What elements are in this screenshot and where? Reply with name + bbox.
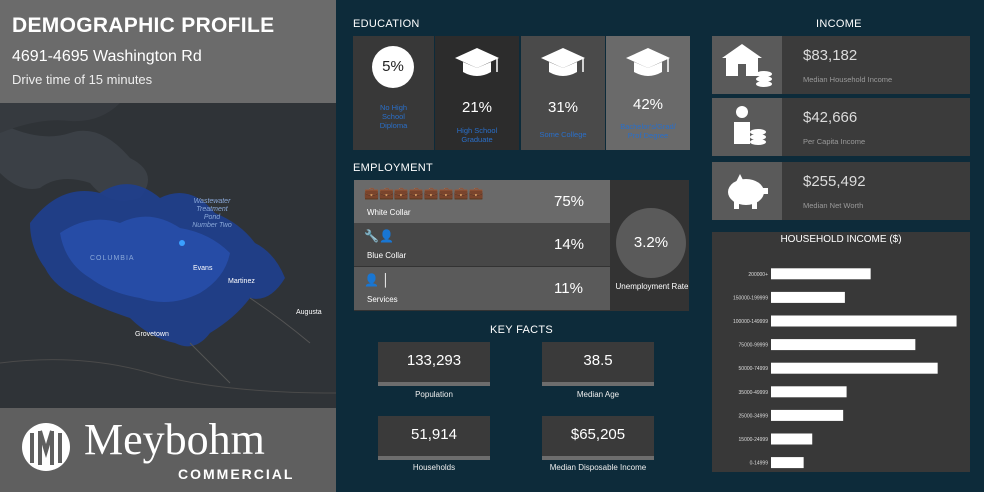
population-underline: [378, 382, 490, 386]
services-label: Services: [367, 295, 398, 304]
map-label-evans: Evans: [193, 265, 213, 272]
income-bar[interactable]: [771, 362, 938, 374]
logo-wordmark: Meybohm: [84, 415, 265, 464]
piggy-bank-icon: [712, 162, 782, 220]
median-net-worth-box: $255,492 Median Net Worth: [712, 162, 970, 220]
disposable-income-box: $65,205: [542, 416, 654, 458]
category-label: 25000-34999: [739, 413, 769, 419]
category-label: 150000-199999: [733, 295, 768, 301]
profile-header: [0, 0, 336, 103]
white-collar-label: White Collar: [367, 208, 411, 217]
population-value: 133,293: [406, 352, 462, 369]
disposable-income-underline: [542, 456, 654, 460]
category-label: 0-14999: [750, 461, 769, 467]
income-bar[interactable]: [771, 339, 916, 351]
high-school-pct: 21%: [461, 99, 493, 116]
category-label: 35000-49999: [739, 390, 769, 396]
employment-row-services: 👤 │ Services 11%: [354, 267, 610, 310]
page-title: DEMOGRAPHIC PROFILE: [12, 14, 275, 37]
income-bar[interactable]: [771, 291, 845, 303]
blue-collar-pct: 14%: [554, 236, 585, 253]
logo-area: Meybohm COMMERCIAL: [0, 408, 336, 492]
disposable-income-value: $65,205: [570, 426, 626, 443]
median-age-value: 38.5: [583, 352, 613, 369]
per-capita-income-label: Per Capita Income: [803, 137, 866, 146]
median-age-label: Median Age: [576, 390, 620, 399]
population-label: Population: [415, 390, 453, 399]
bachelors-pct: 42%: [632, 96, 664, 113]
category-label: 15000-24999: [739, 437, 769, 443]
education-item-high-school: 21% High School Graduate: [435, 36, 519, 150]
employment-title: EMPLOYMENT: [353, 162, 434, 174]
worker-icons: 🔧👤: [364, 229, 394, 243]
some-college-label: Some College: [539, 130, 587, 139]
blue-collar-label: Blue Collar: [367, 251, 407, 260]
category-label: 100000-149999: [733, 319, 768, 325]
household-income-svg: 200000+ 150000-199999 100000-149999 75000-9…: [733, 268, 960, 488]
income-title: INCOME: [816, 18, 862, 30]
service-worker-icons: 👤 │: [364, 273, 390, 287]
white-collar-pct: 75%: [554, 193, 585, 210]
person-money-icon: [712, 98, 782, 156]
graduation-cap-icon: [626, 48, 670, 76]
education-item-bachelors: 42% Bachelor's/Grad/Prof Degree: [606, 36, 690, 150]
high-school-label: High School Graduate: [456, 126, 498, 144]
category-label: 200000+: [748, 272, 768, 278]
households-underline: [378, 456, 490, 460]
graduation-cap-icon: [541, 48, 585, 76]
income-bar[interactable]: [771, 386, 847, 398]
income-bar[interactable]: [771, 268, 871, 280]
graduation-cap-icon: [455, 48, 499, 76]
map-label-martinez: Martinez: [228, 278, 255, 285]
house-money-icon: [712, 36, 782, 94]
education-item-no-diploma: 5% No High School Diploma: [353, 36, 434, 150]
map-graphic: [0, 103, 336, 394]
median-age-underline: [542, 382, 654, 386]
meybohm-logo-icon: [22, 423, 70, 471]
office-worker-icons: 💼💼💼💼💼💼💼💼: [364, 186, 484, 200]
income-bar[interactable]: [771, 409, 844, 421]
map-label-wastewater: Wastewater Treatment Pond Number Two: [192, 198, 232, 229]
category-label: 50000-74999: [739, 366, 769, 372]
median-net-worth-value: $255,492: [803, 173, 866, 190]
income-bar[interactable]: [771, 315, 957, 327]
unemployment-rate-label: Unemployment Rate: [615, 282, 689, 291]
population-box: 133,293: [378, 342, 490, 384]
address-text: 4691-4695 Washington Rd: [12, 48, 202, 65]
median-household-income-value: $83,182: [803, 47, 858, 64]
disposable-income-label: Median Disposable Income: [549, 463, 647, 472]
no-diploma-pct: 5%: [372, 46, 414, 88]
employment-row-white-collar: 💼💼💼💼💼💼💼💼 White Collar 75%: [354, 180, 610, 223]
category-label: 75000-99999: [739, 343, 769, 349]
households-box: 51,914: [378, 416, 490, 458]
education-title: EDUCATION: [353, 18, 420, 30]
median-age-box: 38.5: [542, 342, 654, 384]
map-label-columbia: COLUMBIA: [90, 255, 135, 262]
median-net-worth-label: Median Net Worth: [803, 201, 864, 210]
no-diploma-label: No High School Diploma: [379, 103, 408, 130]
employment-row-blue-collar: 🔧👤 Blue Collar 14%: [354, 223, 610, 266]
map-label-augusta: Augusta: [296, 309, 322, 316]
median-household-income-box: $83,182 Median Household Income: [712, 36, 970, 94]
household-income-chart: 200000+ 150000-199999 100000-149999 75000-9…: [712, 232, 970, 488]
drive-time-map[interactable]: Wastewater Treatment Pond Number Two COL…: [0, 103, 336, 408]
key-facts-title: KEY FACTS: [490, 324, 554, 336]
some-college-pct: 31%: [547, 99, 579, 116]
median-household-income-label: Median Household Income: [803, 75, 893, 84]
households-value: 51,914: [411, 426, 457, 443]
education-item-some-college: 31% Some College: [521, 36, 605, 150]
households-label: Households: [412, 463, 456, 472]
map-label-grovetown: Grovetown: [135, 331, 169, 338]
bachelors-label: Bachelor's/Grad/Prof Degree: [620, 122, 676, 140]
per-capita-income-value: $42,666: [803, 109, 858, 126]
logo-subtitle: COMMERCIAL: [178, 466, 295, 482]
household-income-title: HOUSEHOLD INCOME ($): [780, 234, 902, 245]
income-bar[interactable]: [771, 433, 813, 445]
income-bar[interactable]: [771, 457, 804, 469]
unemployment-rate-circle: 3.2%: [616, 208, 686, 278]
services-pct: 11%: [554, 280, 583, 297]
location-pin-icon[interactable]: [179, 240, 185, 246]
per-capita-income-box: $42,666 Per Capita Income: [712, 98, 970, 156]
drive-time-text: Drive time of 15 minutes: [12, 72, 153, 87]
